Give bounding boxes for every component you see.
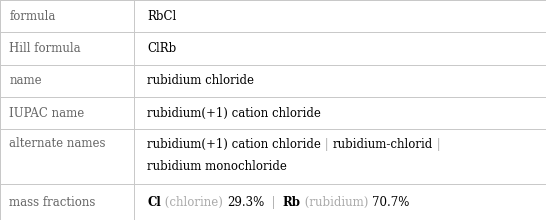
Text: rubidium-chlorid: rubidium-chlorid xyxy=(333,138,433,151)
Text: (chlorine): (chlorine) xyxy=(161,196,227,209)
Text: (rubidium): (rubidium) xyxy=(301,196,372,209)
Text: IUPAC name: IUPAC name xyxy=(9,107,85,120)
Text: 29.3%: 29.3% xyxy=(227,196,264,209)
Text: 70.7%: 70.7% xyxy=(372,196,410,209)
Text: formula: formula xyxy=(9,10,56,23)
Text: mass fractions: mass fractions xyxy=(9,196,96,209)
Text: Rb: Rb xyxy=(283,196,301,209)
Text: alternate names: alternate names xyxy=(9,137,106,150)
Text: rubidium chloride: rubidium chloride xyxy=(147,74,254,87)
Text: rubidium(+1) cation chloride: rubidium(+1) cation chloride xyxy=(147,138,321,151)
Text: |: | xyxy=(321,138,333,151)
Text: Cl: Cl xyxy=(147,196,161,209)
Text: name: name xyxy=(9,74,42,87)
Text: |: | xyxy=(433,138,441,151)
Text: ClRb: ClRb xyxy=(147,42,177,55)
Text: rubidium(+1) cation chloride: rubidium(+1) cation chloride xyxy=(147,107,321,120)
Text: rubidium monochloride: rubidium monochloride xyxy=(147,160,287,173)
Text: |: | xyxy=(264,196,283,209)
Text: Hill formula: Hill formula xyxy=(9,42,81,55)
Text: RbCl: RbCl xyxy=(147,10,177,23)
